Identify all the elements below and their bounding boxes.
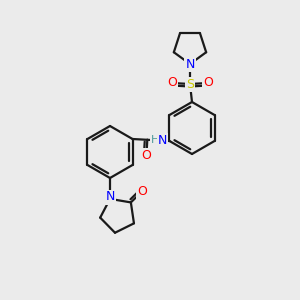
Text: H: H [151,135,159,146]
Text: O: O [203,76,213,89]
Text: S: S [186,77,194,91]
Text: O: O [137,185,147,198]
Text: O: O [142,149,152,162]
Text: N: N [158,134,167,147]
Text: O: O [167,76,177,89]
Text: N: N [185,58,195,70]
Text: N: N [105,190,115,203]
Text: N: N [185,58,195,70]
